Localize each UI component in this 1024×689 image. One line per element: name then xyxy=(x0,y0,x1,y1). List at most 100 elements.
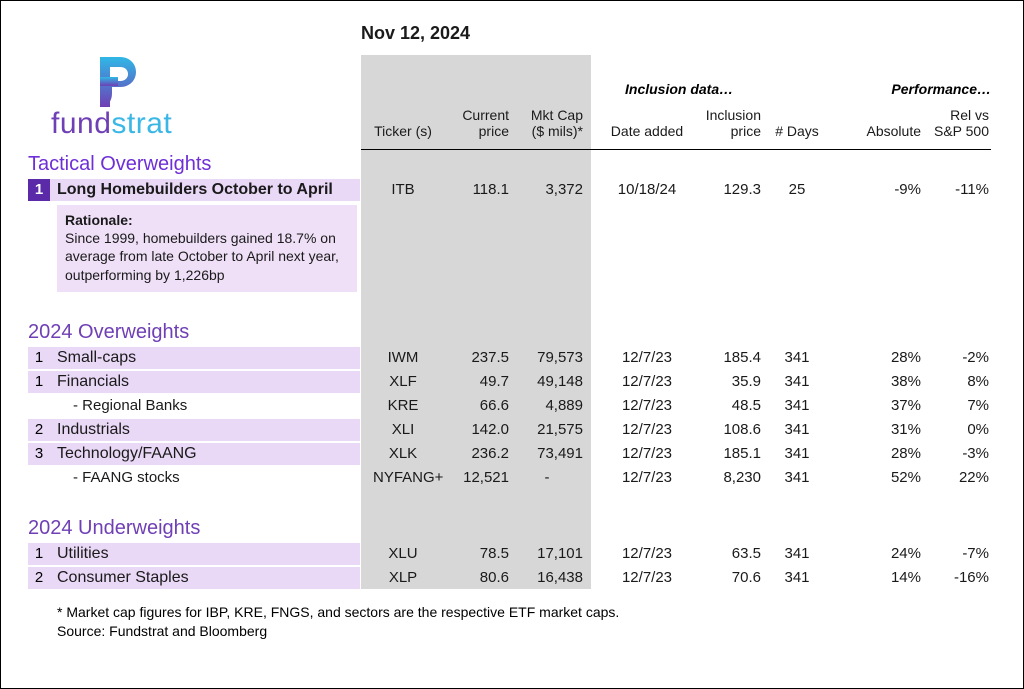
cell-mktcap: 79,573 xyxy=(511,349,583,366)
brand-logo-icon xyxy=(80,47,144,111)
cell-mktcap: 16,438 xyxy=(511,569,583,586)
rank-badge: 1 xyxy=(28,179,50,201)
rank-badge: 2 xyxy=(28,567,50,589)
hdr-absolute: Absolute xyxy=(851,123,921,139)
row-name: - FAANG stocks xyxy=(73,469,180,486)
rationale-body: Since 1999, homebuilders gained 18.7% on… xyxy=(65,229,349,284)
cell-ticker: XLP xyxy=(373,569,433,586)
cell-price: 236.2 xyxy=(441,445,509,462)
hdr-mcap-l1: Mkt Cap xyxy=(511,107,583,123)
row-name: Utilities xyxy=(57,545,109,563)
footnote-source: Source: Fundstrat and Bloomberg xyxy=(57,622,619,641)
rank-badge: 1 xyxy=(28,543,50,565)
cell-absolute: 31% xyxy=(851,421,921,438)
cell-absolute: 52% xyxy=(851,469,921,486)
hdr-price-l2: price xyxy=(441,123,509,139)
cell-date-added: 12/7/23 xyxy=(607,397,687,414)
cell-date-added: 10/18/24 xyxy=(607,181,687,198)
row-name: Industrials xyxy=(57,421,130,439)
cell-rel-sp500: 7% xyxy=(923,397,989,414)
row-name: Small-caps xyxy=(57,349,136,367)
cell-days: 25 xyxy=(769,181,825,198)
hdr-ticker: Ticker (s) xyxy=(373,123,433,139)
table-row: 2 Consumer Staples XLP 80.6 16,438 12/7/… xyxy=(1,567,1023,589)
row-name: Financials xyxy=(57,373,129,391)
cell-date-added: 12/7/23 xyxy=(607,373,687,390)
cell-ticker: XLU xyxy=(373,545,433,562)
hdr-date-added: Date added xyxy=(607,123,687,139)
cell-mktcap: 4,889 xyxy=(511,397,583,414)
cell-price: 80.6 xyxy=(441,569,509,586)
cell-absolute: 38% xyxy=(851,373,921,390)
cell-ticker: XLK xyxy=(373,445,433,462)
cell-price: 142.0 xyxy=(441,421,509,438)
header-rule xyxy=(361,149,991,150)
table-row: 2 Industrials XLI 142.0 21,575 12/7/23 1… xyxy=(1,419,1023,441)
cell-price: 78.5 xyxy=(441,545,509,562)
cell-inclusion-price: 70.6 xyxy=(691,569,761,586)
cell-inclusion-price: 129.3 xyxy=(691,181,761,198)
cell-rel-sp500: 0% xyxy=(923,421,989,438)
table-row: 1 Utilities XLU 78.5 17,101 12/7/23 63.5… xyxy=(1,543,1023,565)
brand-wordmark: fundstrat xyxy=(51,107,172,141)
cell-rel-sp500: -16% xyxy=(923,569,989,586)
cell-days: 341 xyxy=(769,373,825,390)
cell-inclusion-price: 185.4 xyxy=(691,349,761,366)
hdr-price-l1: Current xyxy=(441,107,509,123)
cell-ticker: IWM xyxy=(373,349,433,366)
report-date: Nov 12, 2024 xyxy=(361,23,470,44)
section-title-underweights: 2024 Underweights xyxy=(28,517,200,540)
rank-badge: 3 xyxy=(28,443,50,465)
hdr-iprice-l1: Inclusion xyxy=(691,107,761,123)
brand-word-fund: fund xyxy=(51,107,111,140)
cell-ticker: KRE xyxy=(373,397,433,414)
cell-rel-sp500: -11% xyxy=(923,181,989,198)
cell-mktcap: 49,148 xyxy=(511,373,583,390)
brand-word-strat: strat xyxy=(111,107,172,140)
cell-inclusion-price: 8,230 xyxy=(691,469,761,486)
hdr-mcap-l2: ($ mils)* xyxy=(511,123,583,139)
rank-badge: 1 xyxy=(28,347,50,369)
table-row: 1 Small-caps IWM 237.5 79,573 12/7/23 18… xyxy=(1,347,1023,369)
report-page: fundstrat Nov 12, 2024 Inclusion data… P… xyxy=(0,0,1024,689)
brand-logo: fundstrat xyxy=(51,47,172,141)
table-row: - FAANG stocks NYFANG+ 12,521 - 12/7/23 … xyxy=(1,467,1023,489)
row-name: Technology/FAANG xyxy=(57,445,197,463)
cell-inclusion-price: 108.6 xyxy=(691,421,761,438)
cell-ticker: XLF xyxy=(373,373,433,390)
section-title-overweights: 2024 Overweights xyxy=(28,321,189,344)
cell-price: 49.7 xyxy=(441,373,509,390)
hdr-rel-l1: Rel vs xyxy=(923,107,989,123)
cell-rel-sp500: -7% xyxy=(923,545,989,562)
cell-price: 237.5 xyxy=(441,349,509,366)
cell-inclusion-price: 35.9 xyxy=(691,373,761,390)
hdr-iprice-l2: price xyxy=(691,123,761,139)
row-name: - Regional Banks xyxy=(73,397,187,414)
cell-days: 341 xyxy=(769,469,825,486)
rationale-box: Rationale: Since 1999, homebuilders gain… xyxy=(57,205,357,292)
hdr-rel-l2: S&P 500 xyxy=(923,123,989,139)
cell-date-added: 12/7/23 xyxy=(607,569,687,586)
cell-date-added: 12/7/23 xyxy=(607,349,687,366)
cell-mktcap: 73,491 xyxy=(511,445,583,462)
cell-mktcap: 21,575 xyxy=(511,421,583,438)
cell-absolute: 28% xyxy=(851,349,921,366)
hdr-days: # Days xyxy=(769,123,825,139)
cell-mktcap: - xyxy=(511,469,583,486)
super-header-inclusion: Inclusion data… xyxy=(625,81,733,97)
cell-ticker: ITB xyxy=(373,181,433,198)
table-row: 1 Financials XLF 49.7 49,148 12/7/23 35.… xyxy=(1,371,1023,393)
cell-rel-sp500: -2% xyxy=(923,349,989,366)
cell-ticker: XLI xyxy=(373,421,433,438)
cell-days: 341 xyxy=(769,421,825,438)
cell-inclusion-price: 63.5 xyxy=(691,545,761,562)
rationale-title: Rationale: xyxy=(65,211,349,229)
cell-rel-sp500: 22% xyxy=(923,469,989,486)
cell-mktcap: 17,101 xyxy=(511,545,583,562)
row-name: Consumer Staples xyxy=(57,569,189,587)
footnotes: * Market cap figures for IBP, KRE, FNGS,… xyxy=(57,603,619,641)
cell-price: 66.6 xyxy=(441,397,509,414)
cell-date-added: 12/7/23 xyxy=(607,421,687,438)
table-row: - Regional Banks KRE 66.6 4,889 12/7/23 … xyxy=(1,395,1023,417)
table-row: 1 Long Homebuilders October to April ITB… xyxy=(1,179,1023,201)
